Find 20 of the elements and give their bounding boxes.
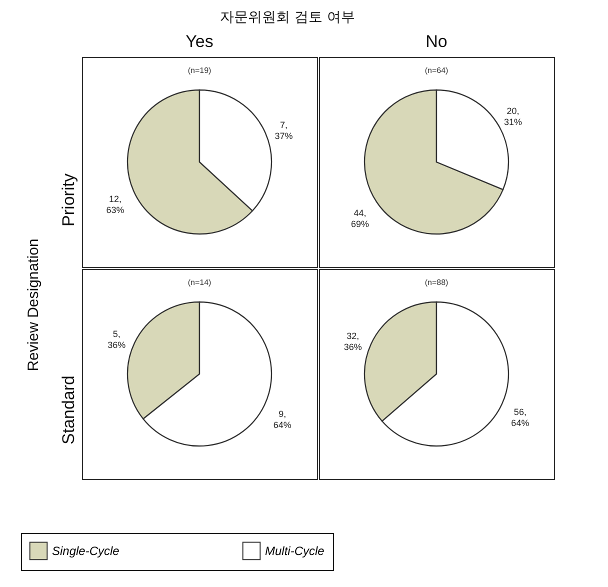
data-label: 12, 63%	[106, 194, 124, 215]
data-label: 20, 31%	[504, 106, 522, 127]
chart-title: (n=14)	[188, 278, 212, 287]
legend-label: Multi-Cycle	[265, 544, 325, 558]
data-label: 9, 64%	[273, 408, 292, 430]
text: Standard	[59, 376, 78, 444]
legend-label: Single-Cycle	[52, 544, 120, 558]
text: No	[426, 32, 448, 51]
text: 자문위원회 검토 여부	[220, 10, 355, 26]
data-label: 44, 69%	[350, 208, 370, 230]
data-label: 32, 36%	[344, 330, 362, 352]
data-label: 5, 36%	[108, 329, 126, 350]
text: Review Designation	[25, 238, 42, 372]
chart-title: (n=64)	[424, 66, 449, 75]
text: Yes	[186, 32, 214, 51]
data-label: 56, 64%	[511, 407, 530, 428]
chart-title: (n=88)	[424, 278, 449, 287]
data-label: 7, 37%	[274, 120, 293, 142]
text: Priority	[59, 173, 78, 226]
chart-title: (n=19)	[188, 66, 212, 75]
